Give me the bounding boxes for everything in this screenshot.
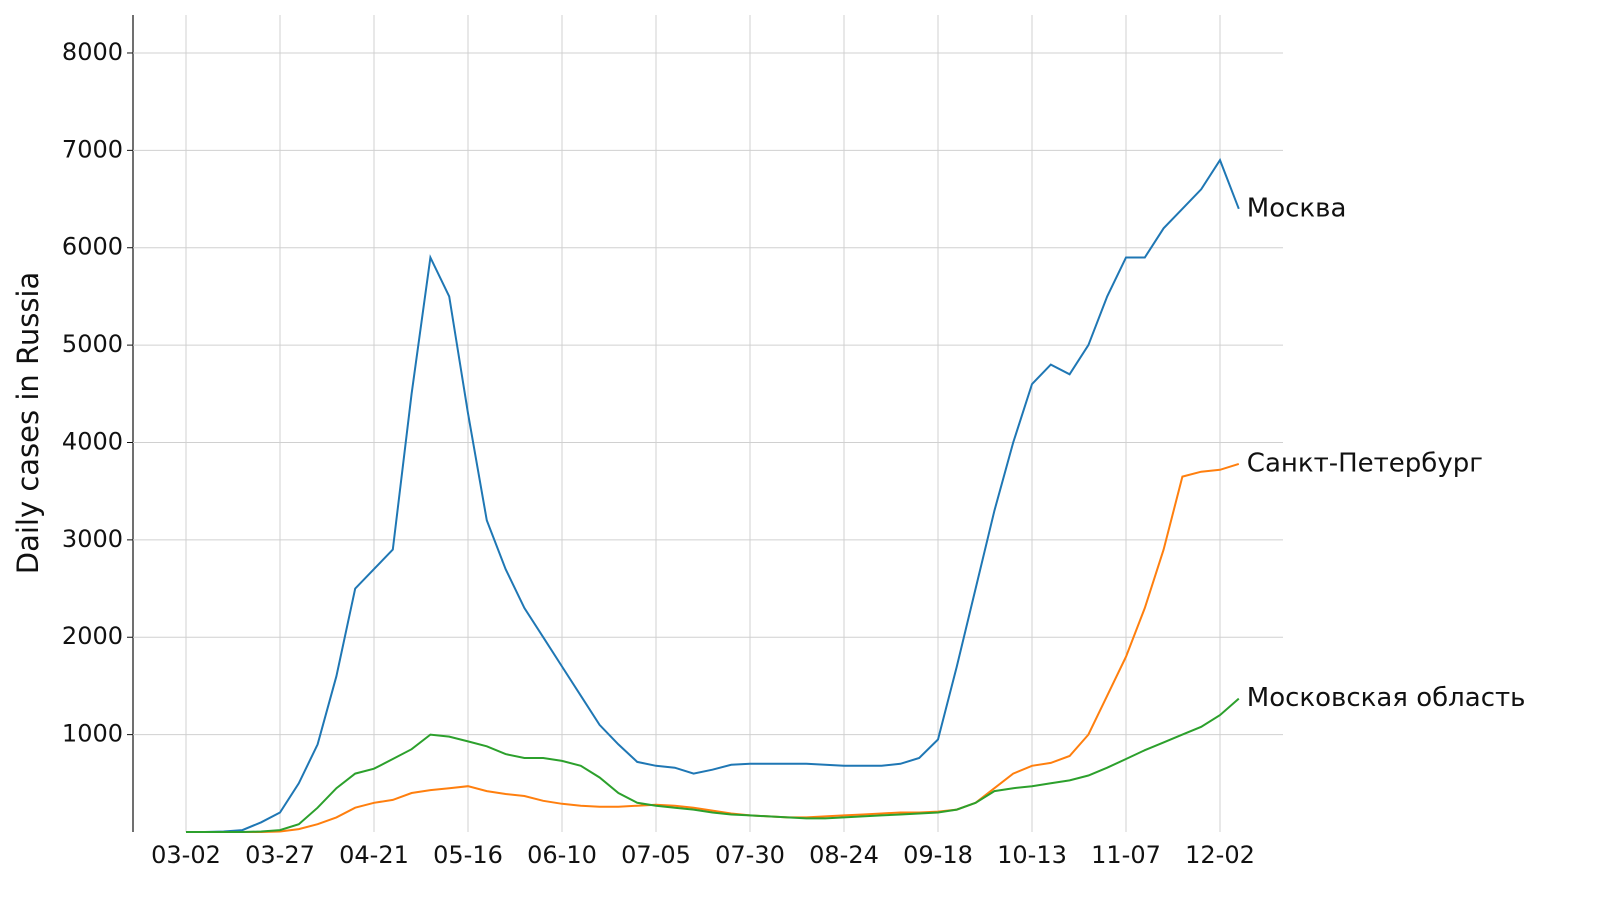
y-tick-label: 3000 — [62, 525, 123, 553]
y-tick-label: 4000 — [62, 427, 123, 455]
series-label: Москва — [1247, 193, 1347, 223]
y-tick-label: 7000 — [62, 135, 123, 163]
x-tick-label: 04-21 — [339, 841, 409, 869]
x-tick-label: 10-13 — [997, 841, 1067, 869]
x-tick-label: 03-02 — [151, 841, 221, 869]
y-tick-label: 1000 — [62, 720, 123, 748]
x-tick-label: 03-27 — [245, 841, 315, 869]
x-tick-label: 12-02 — [1185, 841, 1255, 869]
x-tick-label: 06-10 — [527, 841, 597, 869]
series-line — [186, 697, 1240, 833]
y-tick-label: 8000 — [62, 38, 123, 66]
grid — [133, 15, 1283, 832]
series-line — [186, 462, 1240, 833]
y-tick-label: 6000 — [62, 233, 123, 261]
y-tick-label: 2000 — [62, 622, 123, 650]
x-tick-label: 07-05 — [621, 841, 691, 869]
series-label: Московская область — [1247, 683, 1526, 713]
series-label: Санкт-Петербург — [1247, 448, 1483, 478]
x-tick-label: 09-18 — [903, 841, 973, 869]
x-tick-label: 07-30 — [715, 841, 785, 869]
x-tick-label: 11-07 — [1091, 841, 1161, 869]
y-axis-label: Daily cases in Russia — [11, 272, 45, 575]
series-line — [186, 157, 1240, 833]
y-tick-label: 5000 — [62, 330, 123, 358]
x-tick-label: 08-24 — [809, 841, 879, 869]
x-tick-label: 05-16 — [433, 841, 503, 869]
